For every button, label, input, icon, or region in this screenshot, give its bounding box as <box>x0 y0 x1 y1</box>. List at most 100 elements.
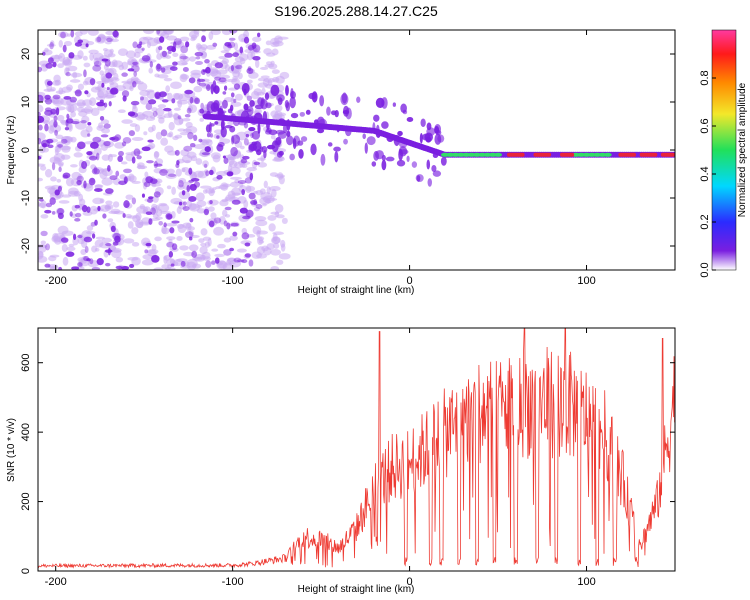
spectrogram-noise-blob <box>131 197 137 205</box>
spectrogram-noise-blob <box>79 30 88 35</box>
spectrogram-noise-blob <box>141 55 151 62</box>
spectrogram-noise-blob <box>141 259 154 266</box>
snr-x-tick-label: 100 <box>577 576 595 588</box>
spectrogram-signal-blob <box>263 149 267 159</box>
spectrogram-noise-blob <box>48 255 57 262</box>
spectrogram-noise-blob <box>129 263 135 269</box>
spectrogram-noise-blob <box>177 224 187 234</box>
spectrogram-noise-blob <box>257 157 266 161</box>
spectrogram-noise-blob <box>187 131 194 140</box>
spectrogram-noise-blob <box>91 245 98 253</box>
spectrogram-noise-blob <box>212 187 217 191</box>
spectrogram-noise-blob <box>108 154 117 158</box>
spectrogram-noise-blob <box>121 80 134 84</box>
snr-x-tick-label: -200 <box>45 576 67 588</box>
spectrogram-noise-blob <box>122 95 127 102</box>
spectrogram-noise-blob <box>257 32 261 38</box>
spectrogram-noise-blob <box>86 230 96 235</box>
spectrogram-noise-blob <box>266 61 273 66</box>
spectrogram-noise-blob <box>171 220 180 224</box>
spectrogram-signal-blob <box>274 140 279 146</box>
spectrogram-signal-blob <box>396 159 406 167</box>
spectrogram-noise-blob <box>223 249 232 256</box>
spectrogram-noise-blob <box>58 31 69 38</box>
spectrogram-noise-blob <box>92 136 102 143</box>
spectrogram-noise-blob <box>158 45 163 51</box>
spectrogram-noise-blob <box>38 156 42 160</box>
spectrogram-noise-blob <box>143 30 155 35</box>
spectrogram-noise-blob <box>123 168 132 174</box>
spectrogram-noise-blob <box>265 40 272 46</box>
spectrogram-signal-blob <box>231 134 241 145</box>
spectrogram-noise-blob <box>203 256 211 261</box>
spectrogram-noise-blob <box>52 97 64 106</box>
spectrogram-signal-blob <box>397 130 403 137</box>
spectrogram-noise-blob <box>107 247 111 256</box>
spectrogram-noise-blob <box>135 80 144 85</box>
spectrogram-noise-blob <box>272 231 284 236</box>
spectrogram-noise-blob <box>51 210 56 215</box>
spectrogram-noise-blob <box>208 31 214 41</box>
spectrogram-signal-blob <box>316 128 325 134</box>
spectrogram-noise-blob <box>53 153 66 162</box>
spectrogram-signal-blob <box>233 83 241 90</box>
spectrogram-noise-blob <box>199 108 205 114</box>
spectrogram-noise-blob <box>57 114 65 122</box>
spectrogram-signal-blob <box>375 97 385 108</box>
spectrogram-noise-blob <box>214 253 225 258</box>
spectrogram-noise-blob <box>182 56 190 63</box>
spectrogram-noise-blob <box>220 50 230 54</box>
colorbar-ticks: 0.0 0.2 0.4 0.6 0.8 <box>699 70 716 278</box>
spectrogram-noise-blob <box>179 73 188 83</box>
spectrogram-noise-blob <box>141 146 151 152</box>
spectrogram-signal-blob <box>424 132 433 142</box>
spectrogram-noise-blob <box>94 184 104 188</box>
spectrogram-noise-blob <box>82 55 88 61</box>
spectrogram-noise-blob <box>70 72 83 78</box>
spectrogram-noise-blob <box>54 189 60 196</box>
spectrogram-noise-blob <box>189 143 196 148</box>
spectrogram-noise-blob <box>50 176 57 182</box>
spectrogram-signal-blob <box>319 95 325 107</box>
spectrogram-noise-blob <box>68 187 79 195</box>
spectrogram-noise-blob <box>233 42 239 51</box>
spectrogram-noise-blob <box>279 71 290 80</box>
spectrogram-noise-blob <box>251 251 262 259</box>
spectrogram-noise-blob <box>42 51 46 56</box>
spectrogram-noise-blob <box>194 97 201 105</box>
spectrogram-noise-blob <box>193 134 198 142</box>
spectrogram-noise-blob <box>97 83 102 92</box>
spectrogram-noise-blob <box>83 69 87 78</box>
spectrogram-noise-blob <box>204 59 210 64</box>
spectrogram-noise-blob <box>257 82 269 88</box>
spectrogram-noise-blob <box>179 245 189 251</box>
colorbar-tick-label: 0.0 <box>699 262 711 277</box>
spectrogram-noise-blob <box>252 44 261 53</box>
spectrogram-noise-blob <box>145 102 153 111</box>
snr-series-line <box>38 328 675 569</box>
spectrogram-signal-blob <box>208 121 212 134</box>
spectrogram-noise-blob <box>38 118 41 124</box>
spectrogram-noise-blob <box>149 60 153 68</box>
spectrogram-noise-blob <box>121 119 133 124</box>
spectrogram-signal-blob <box>434 133 442 145</box>
spectrogram-noise-blob <box>210 189 216 194</box>
spectrogram-noise-blob <box>151 254 160 263</box>
spectrogram-noise-blob <box>38 94 44 103</box>
spectrogram-noise-blob <box>184 160 191 164</box>
spectrogram-noise-blob <box>182 201 187 206</box>
spectrogram-noise-blob <box>84 245 89 253</box>
spectrogram-noise-blob <box>205 260 212 268</box>
spectrogram-noise-blob <box>157 104 167 109</box>
spectrogram-noise-blob <box>115 265 123 270</box>
spectrogram-noise-blob <box>165 173 177 180</box>
spectrogram-noise-blob <box>51 162 56 171</box>
spectrogram-noise-blob <box>146 41 151 49</box>
spectrogram-noise-blob <box>190 155 198 162</box>
spectrogram-signal-blob <box>327 142 333 147</box>
spectrogram-noise-blob <box>121 141 127 147</box>
spectrogram-noise-blob <box>45 243 51 251</box>
spectrogram-noise-blob <box>270 249 282 256</box>
spectrogram-noise-blob <box>40 240 47 245</box>
